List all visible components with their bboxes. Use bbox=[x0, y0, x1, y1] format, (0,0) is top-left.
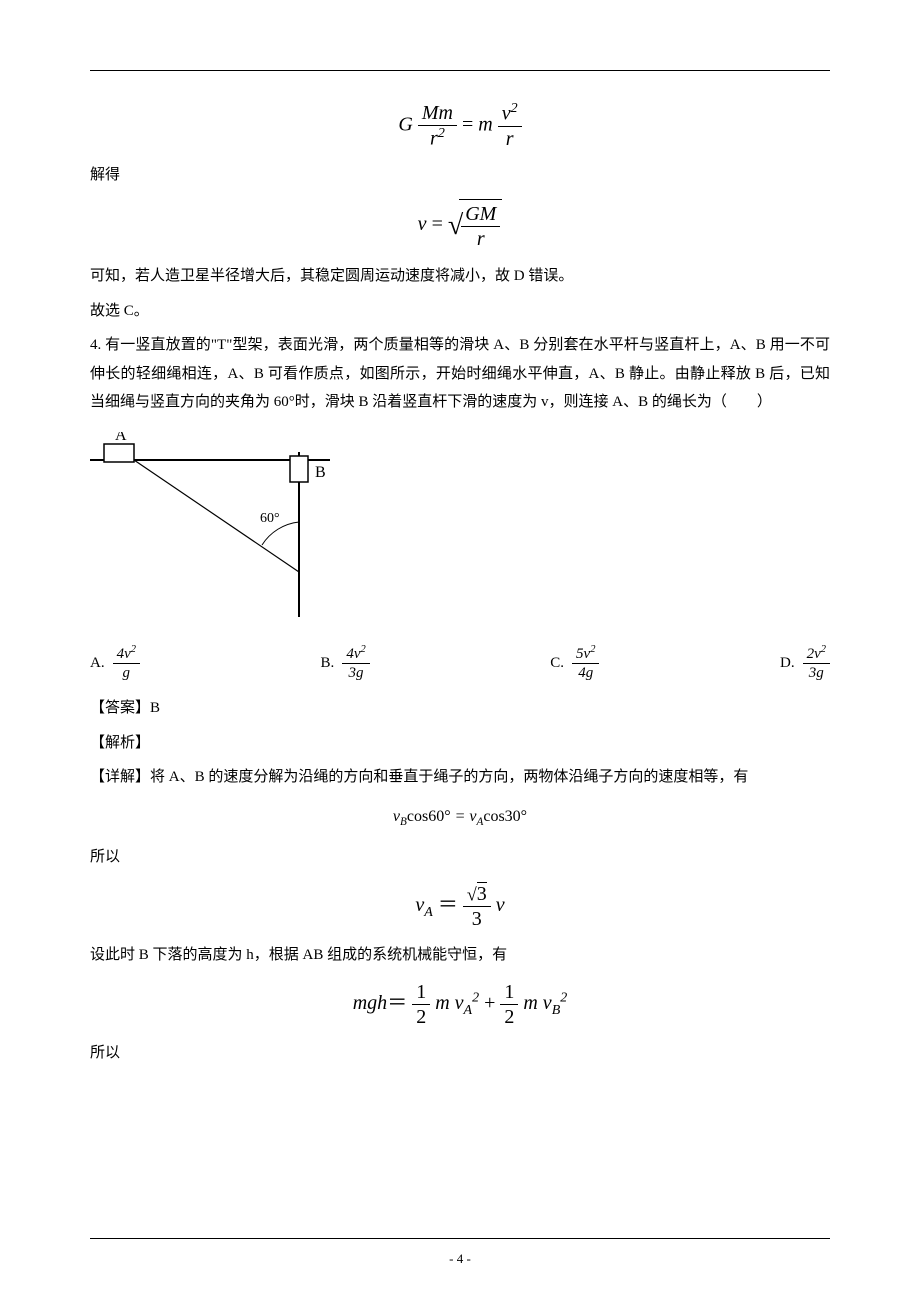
question-4-text: 4. 有一竖直放置的"T"型架，表面光滑，两个质量相等的滑块 A、B 分别套在水… bbox=[90, 331, 830, 417]
t-frame-diagram: A B 60° bbox=[90, 432, 830, 633]
option-b: B. 4v23g bbox=[321, 644, 370, 682]
diagram-svg: A B 60° bbox=[90, 432, 350, 622]
angle-label: 60° bbox=[260, 511, 280, 526]
formula-velocity: v = √GMr bbox=[90, 199, 830, 252]
para-conclusion-d: 可知，若人造卫星半径增大后，其稳定圆周运动速度将减小，故 D 错误。 bbox=[90, 262, 830, 291]
text-so-2: 所以 bbox=[90, 1039, 830, 1068]
formula-energy: mgh＝ 12 m vA2 + 12 m vB2 bbox=[90, 980, 830, 1029]
formula-va: vA ＝ √33 v bbox=[90, 882, 830, 931]
analysis: 【解析】 bbox=[90, 729, 830, 758]
text-solve: 解得 bbox=[90, 161, 830, 190]
option-a: A. 4v2g bbox=[90, 644, 140, 682]
text-so-1: 所以 bbox=[90, 843, 830, 872]
answer: 【答案】B bbox=[90, 694, 830, 723]
option-d: D. 2v23g bbox=[780, 644, 830, 682]
formula-gravity: G Mmr2 = m v2r bbox=[90, 101, 830, 151]
label-b: B bbox=[315, 464, 326, 481]
option-c: C. 5v24g bbox=[550, 644, 599, 682]
label-a: A bbox=[115, 432, 127, 444]
page: G Mmr2 = m v2r 解得 v = √GMr 可知，若人造卫星半径增大后… bbox=[0, 0, 920, 1302]
para-h: 设此时 B 下落的高度为 h，根据 AB 组成的系统机械能守恒，有 bbox=[90, 941, 830, 970]
para-choose-c: 故选 C。 bbox=[90, 297, 830, 326]
page-number: - 4 - bbox=[0, 1247, 920, 1272]
bottom-rule bbox=[90, 1238, 830, 1239]
formula-cos: vBcos60° = vAcos30° bbox=[90, 802, 830, 833]
detail-intro: 【详解】将 A、B 的速度分解为沿绳的方向和垂直于绳子的方向，两物体沿绳子方向的… bbox=[90, 763, 830, 792]
options-row: A. 4v2g B. 4v23g C. 5v24g D. 2v23g bbox=[90, 644, 830, 682]
top-rule bbox=[90, 70, 830, 71]
